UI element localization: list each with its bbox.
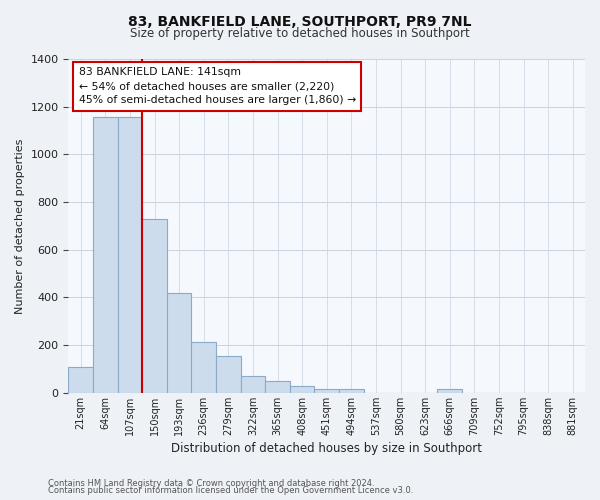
Bar xyxy=(191,342,216,393)
Text: 83, BANKFIELD LANE, SOUTHPORT, PR9 7NL: 83, BANKFIELD LANE, SOUTHPORT, PR9 7NL xyxy=(128,15,472,29)
Bar xyxy=(314,389,339,393)
Bar xyxy=(167,292,191,393)
Bar xyxy=(290,386,314,393)
Bar xyxy=(68,366,93,393)
Bar xyxy=(437,389,462,393)
Bar xyxy=(339,389,364,393)
Bar xyxy=(216,356,241,393)
Bar xyxy=(118,118,142,393)
X-axis label: Distribution of detached houses by size in Southport: Distribution of detached houses by size … xyxy=(171,442,482,455)
Text: Contains HM Land Registry data © Crown copyright and database right 2024.: Contains HM Land Registry data © Crown c… xyxy=(48,478,374,488)
Text: Contains public sector information licensed under the Open Government Licence v3: Contains public sector information licen… xyxy=(48,486,413,495)
Bar xyxy=(241,376,265,393)
Bar xyxy=(265,382,290,393)
Y-axis label: Number of detached properties: Number of detached properties xyxy=(15,138,25,314)
Text: 83 BANKFIELD LANE: 141sqm
← 54% of detached houses are smaller (2,220)
45% of se: 83 BANKFIELD LANE: 141sqm ← 54% of detac… xyxy=(79,68,356,106)
Bar xyxy=(93,118,118,393)
Bar xyxy=(142,218,167,393)
Text: Size of property relative to detached houses in Southport: Size of property relative to detached ho… xyxy=(130,28,470,40)
